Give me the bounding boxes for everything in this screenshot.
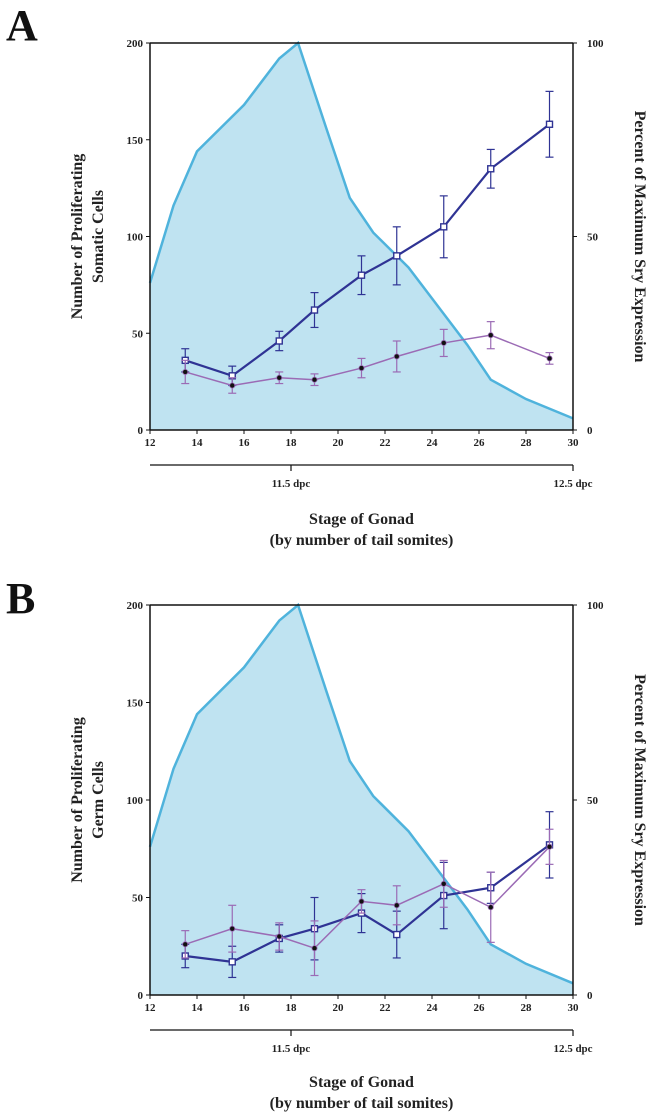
panel-b-chart: 12 14 16 18 20 22 24 26 28 30 0 50 100 150 200 0 50 100 11… (6, 574, 648, 1112)
panel-b-x-tick-label: 30 (568, 1002, 580, 1014)
panel-a-x-tick-label: 18 (286, 437, 298, 449)
panel-a-series-1-point (440, 223, 448, 231)
panel-a-series-2-point (546, 355, 553, 362)
panel-a-x-tick-label: 16 (239, 437, 251, 449)
panel-a-y-tick-label: 0 (138, 425, 144, 437)
panel-b-y2-tick-label: 50 (587, 795, 599, 807)
panel-a-x-axis-title-line: (by number of tail somites) (270, 532, 454, 549)
panel-a-y2-tick-label: 0 (587, 425, 593, 437)
panel-a-y2-tick-label: 50 (587, 232, 599, 244)
panel-b-x-axis-title-line: Stage of Gonad (309, 1074, 414, 1091)
panel-b-x-tick-label: 26 (474, 1002, 486, 1014)
panel-b-y2-axis-title: Percent of Maximum Sry Expression (631, 674, 648, 926)
panel-b-y-tick-label: 50 (132, 893, 144, 905)
panel-b-sry-edge (148, 602, 574, 985)
panel-a-y-tick-label: 200 (127, 38, 144, 50)
panel-b-series-2-point (358, 898, 365, 905)
panel-b-x-tick-label: 12 (145, 1002, 157, 1014)
panel-a-series-1-point (275, 337, 283, 345)
panel-a-x-tick-label: 14 (192, 437, 204, 449)
panel-b-y-tick-label: 100 (127, 795, 144, 807)
panel-a-sry-edge (148, 40, 574, 420)
panel-a-stage-label: 12.5 dpc (553, 478, 592, 490)
panel-b-series-2-point (440, 880, 447, 887)
panel-a-series-2-point (358, 365, 365, 372)
panel-a-y-tick-label: 100 (127, 232, 144, 244)
panel-b-series-2-point (487, 904, 494, 911)
panel-b-series-2-point (393, 902, 400, 909)
panel-b-y-axis-title-line: Germ Cells (90, 761, 107, 839)
panel-a-series-1-point (487, 165, 495, 173)
panel-a-series-1-point (310, 306, 319, 314)
panel-a-chart: 12 14 16 18 20 22 24 26 28 30 0 50 100 150 200 0 50 100 11… (6, 1, 648, 549)
panel-a-y-axis-title: Number of Proliferating Somatic Cells (69, 154, 107, 320)
panel-a-x-tick-label: 28 (521, 437, 533, 449)
panel-b-x-axis-title-line: (by number of tail somites) (270, 1095, 454, 1112)
panel-a-y-tick-label: 50 (132, 328, 144, 340)
panel-a-x-tick-label: 24 (427, 437, 439, 449)
panel-a-x-tick-label: 26 (474, 437, 486, 449)
panel-a-y-tick-label: 150 (127, 135, 144, 147)
panel-b-y2-tick-label: 0 (587, 990, 593, 1002)
panel-a-x-tick-label: 12 (145, 437, 157, 449)
panel-a-x-tick-label: 20 (333, 437, 345, 449)
panel-b-series-1-point (393, 930, 401, 939)
panel-b-y-tick-label: 0 (138, 990, 144, 1002)
panel-a-letter: A (6, 1, 38, 50)
panel-b-series-2-point (182, 941, 189, 948)
panel-b-x-tick-label: 28 (521, 1002, 533, 1014)
panel-b-x-tick-label: 20 (333, 1002, 345, 1014)
panel-b-x-tick-label: 24 (427, 1002, 439, 1014)
panel-b-sry-area (150, 605, 573, 995)
panel-a-y2-tick-label: 100 (587, 38, 604, 50)
panel-b-x-tick-label: 14 (192, 1002, 204, 1014)
panel-b-x-axis-title: Stage of Gonad (by number of tail somites… (270, 1074, 454, 1112)
panel-a-series-2-point (276, 374, 283, 381)
panel-a-series-2-point (182, 368, 189, 375)
panel-b-x-tick-label: 22 (380, 1002, 392, 1014)
panel-a-series-2-point (311, 376, 318, 383)
panel-a-series-2-point (487, 332, 494, 339)
panel-b-stage-label: 11.5 dpc (272, 1043, 311, 1055)
panel-b-y2-tick-label: 100 (587, 600, 604, 612)
panel-b-y-tick-label: 150 (127, 698, 144, 710)
panel-b-series-2-point (311, 945, 318, 952)
panel-b-series-2-point (276, 933, 283, 940)
panel-b-series-2-point (229, 925, 236, 932)
panel-b-x-tick-label: 18 (286, 1002, 298, 1014)
panel-b-stage-label: 12.5 dpc (553, 1043, 592, 1055)
panel-b-letter: B (6, 574, 35, 623)
panel-a-y-axis-title-line: Number of Proliferating (69, 154, 86, 320)
panel-a-series-2-point (440, 339, 447, 346)
panel-a-y2-axis-title: Percent of Maximum Sry Expression (631, 111, 648, 363)
panel-a-series-1-point (545, 120, 554, 128)
panel-b-y-axis-title: Number of Proliferating Germ Cells (69, 717, 107, 883)
panel-a-x-tick-label: 22 (380, 437, 392, 449)
panel-a-stage-label: 11.5 dpc (272, 478, 311, 490)
panel-a-x-tick-label: 30 (568, 437, 580, 449)
panel-a-series-2-point (229, 382, 236, 389)
panel-a-x-axis-title: Stage of Gonad (by number of tail somites… (270, 511, 454, 549)
panel-a-series-2-point (393, 353, 400, 360)
panel-a-sry-area (150, 43, 573, 430)
panel-a-y-axis-title-line: Somatic Cells (90, 190, 107, 283)
panel-b-series-1-point (228, 958, 236, 966)
panel-a-series-1-point (357, 271, 366, 279)
panel-b-y-tick-label: 200 (127, 600, 144, 612)
panel-a-x-axis-title-line: Stage of Gonad (309, 511, 414, 528)
panel-b-x-tick-label: 16 (239, 1002, 251, 1014)
panel-b-series-2-point (546, 843, 553, 850)
panel-a-series-1-point (393, 252, 401, 260)
panel-b-y-axis-title-line: Number of Proliferating (69, 717, 86, 883)
